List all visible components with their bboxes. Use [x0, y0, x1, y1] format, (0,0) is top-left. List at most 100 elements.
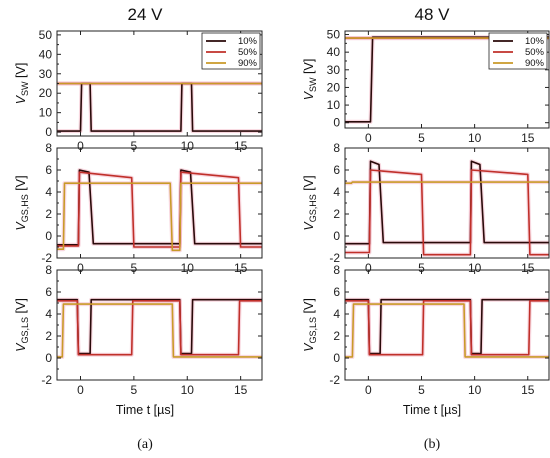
y-tick-label: 0 [333, 116, 340, 130]
y-tick-label: 40 [39, 47, 53, 61]
y-tick-label: 40 [327, 45, 341, 59]
x-tick-label: 15 [521, 261, 535, 275]
y-tick-label: 0 [45, 125, 52, 139]
series-glow-90% [57, 302, 262, 359]
y-axis-label-main: V [14, 342, 28, 352]
series-glow-10% [345, 297, 549, 356]
y-tick-label: 20 [327, 80, 341, 94]
y-axis-label: VGS,LS [V] [14, 298, 30, 352]
x-tick-label: 10 [468, 261, 482, 275]
y-tick-label: 2 [45, 207, 52, 221]
series-line-90pct [57, 182, 262, 252]
y-axis-label-sub: GS,LS [20, 317, 30, 344]
shade-group [57, 81, 262, 134]
y-tick-label: -2 [329, 373, 340, 387]
y-tick-label: 50 [39, 28, 53, 42]
x-tick-label: 5 [418, 131, 425, 145]
series-glow-90% [345, 302, 549, 359]
column-title-24v: 24 V [128, 5, 164, 24]
x-tick-label: 5 [131, 139, 138, 153]
series-group [345, 298, 549, 358]
y-tick-label: 4 [333, 185, 340, 199]
shade-group [345, 159, 549, 257]
x-tick-label: 0 [365, 131, 372, 145]
y-tick-label: 8 [45, 263, 52, 277]
panel-3: -2 0 2 4 6 8 0 5 10 15 VGS,HS [V] [302, 141, 550, 275]
series-line-50pct [345, 169, 549, 256]
x-tick-label: 5 [131, 383, 138, 397]
series-glow-10% [57, 81, 262, 134]
y-tick-label: 20 [39, 86, 53, 100]
y-tick-label: 50 [327, 28, 341, 42]
y-axis-label: VSW [V] [302, 59, 318, 101]
x-tick-label: 15 [521, 383, 535, 397]
caption-a: (a) [137, 437, 153, 452]
y-axis-label-sub: SW [20, 81, 30, 96]
y-tick-label: 8 [333, 141, 340, 155]
x-tick-label: 5 [131, 261, 138, 275]
series-line-90pct [345, 181, 549, 184]
y-tick-label: 0 [333, 351, 340, 365]
x-tick-label: 15 [234, 261, 248, 275]
y-axis-label: VGS,LS [V] [302, 298, 318, 352]
legend-label: 50% [525, 47, 545, 58]
x-tick-label: 5 [418, 261, 425, 275]
series-group [57, 169, 262, 252]
y-tick-label: 6 [45, 163, 52, 177]
series-line-50pct [57, 171, 262, 248]
series-glow-50% [57, 298, 262, 357]
y-axis-label: VGS,HS [V] [14, 175, 30, 230]
column-title-48v: 48 V [415, 5, 451, 24]
y-axis-label-main: V [14, 221, 28, 231]
y-axis-label-unit: [V] [302, 298, 316, 317]
y-tick-label: -2 [329, 251, 340, 265]
shade-group [57, 168, 262, 253]
panel-1: 0 10 20 30 40 50 0 5 10 15 VSW [V] 10%50%90% [302, 28, 550, 145]
y-tick-label: 0 [45, 229, 52, 243]
legend-label: 90% [238, 58, 258, 69]
y-axis-label-sub: SW [308, 77, 318, 92]
y-tick-label: 2 [333, 207, 340, 221]
series-glow-90% [57, 181, 262, 253]
series-line-10pct [345, 298, 549, 355]
legend-label: 10% [238, 36, 258, 47]
panel-5: -2 0 2 4 6 8 0 5 10 15 VGS,LS [V] [302, 263, 550, 397]
plot-frame [56, 147, 263, 259]
plot-frame [344, 30, 550, 129]
y-tick-label: 4 [45, 185, 52, 199]
y-tick-label: 2 [333, 329, 340, 343]
x-tick-label: 0 [365, 383, 372, 397]
y-tick-label: 2 [45, 329, 52, 343]
x-axis-label-right: Time t [µs] [403, 403, 461, 417]
y-tick-label: 6 [333, 163, 340, 177]
x-tick-label: 5 [418, 383, 425, 397]
y-tick-label: 8 [45, 141, 52, 155]
x-tick-label: 0 [365, 261, 372, 275]
series-line-90pct [345, 303, 549, 358]
y-tick-label: 4 [333, 307, 340, 321]
x-tick-label: 0 [77, 261, 84, 275]
x-tick-label: 10 [468, 383, 482, 397]
legend: 10%50%90% [201, 32, 261, 70]
series-line-50pct [345, 300, 549, 356]
y-tick-label: 0 [333, 229, 340, 243]
series-line-10pct [57, 82, 262, 132]
series-group [57, 298, 262, 358]
series-line-10pct [57, 298, 262, 355]
legend-label: 10% [525, 36, 545, 47]
y-tick-label: 6 [333, 285, 340, 299]
x-tick-label: 15 [234, 139, 248, 153]
legend-label: 50% [238, 47, 258, 58]
y-axis-label-unit: [V] [302, 175, 316, 194]
series-group [57, 82, 262, 132]
x-tick-label: 10 [468, 131, 482, 145]
y-axis-label-unit: [V] [14, 63, 28, 82]
x-tick-label: 10 [181, 383, 195, 397]
y-axis-label-main: V [14, 94, 28, 104]
y-tick-label: 10 [39, 106, 53, 120]
x-tick-label: 15 [521, 131, 535, 145]
x-tick-label: 0 [77, 139, 84, 153]
legend-label: 90% [525, 58, 545, 69]
y-axis-label-sub: GS,HS [308, 194, 318, 222]
